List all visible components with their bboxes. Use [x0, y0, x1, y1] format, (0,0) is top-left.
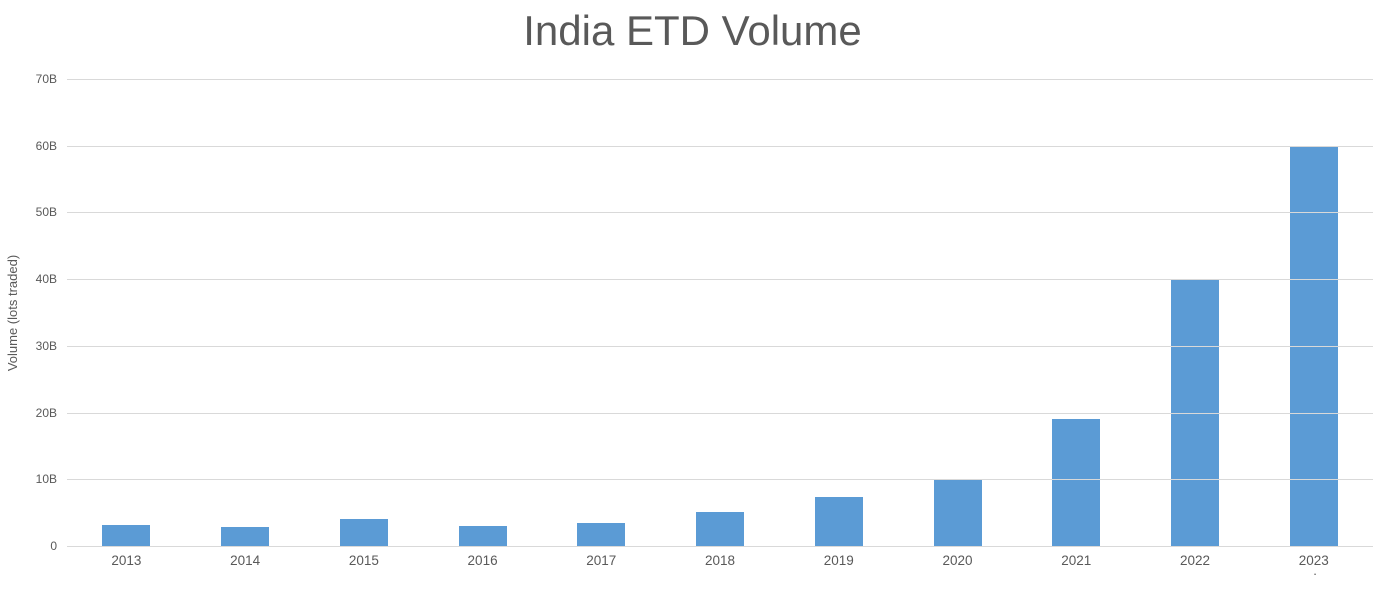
x-tick-label-2013: 2013 [111, 553, 142, 568]
bar-2017 [577, 522, 626, 546]
bar-cell-2017 [542, 79, 661, 546]
bars-row [67, 79, 1373, 546]
chart-title: India ETD Volume [523, 7, 862, 54]
bar-2015 [339, 519, 388, 546]
x-tick-label-2019: 2019 [823, 553, 854, 568]
x-tick-label-2015: 2015 [348, 553, 379, 568]
x-tick-label-2014: 2014 [230, 553, 261, 568]
gridline-40B [67, 279, 1373, 280]
bar-cell-2013 [67, 79, 186, 546]
gridline-70B [67, 79, 1373, 80]
gridline-60B [67, 146, 1373, 147]
bar-cell-2018 [661, 79, 780, 546]
bar-2014 [221, 526, 270, 546]
bar-2016 [458, 526, 507, 546]
y-tick-label-40B: 40B [35, 272, 57, 286]
gridline-50B [67, 212, 1373, 213]
bar-cell-2016 [423, 79, 542, 546]
bar-2018 [696, 511, 745, 546]
bar-2013 [102, 524, 151, 546]
bar-cell-2014 [186, 79, 305, 546]
bar-cell-2022 [1136, 79, 1255, 546]
x-tick-label-2020: 2020 [942, 553, 973, 568]
y-tick-label-10B: 10B [35, 472, 57, 486]
x-tick-label-2023: 2023 [1298, 553, 1329, 568]
gridline-10B [67, 479, 1373, 480]
bar-cell-2020 [898, 79, 1017, 546]
y-tick-label-50B: 50B [35, 205, 57, 219]
x-axis: 2013 2014 2015 2016 2017 2018 2019 2020 2021 2022… [67, 553, 1373, 569]
footnote-dot: . [1313, 563, 1317, 578]
x-tick-label-2017: 2017 [586, 553, 617, 568]
y-tick-label-0: 0 [50, 539, 57, 553]
bar-cell-2015 [304, 79, 423, 546]
gridline-20B [67, 413, 1373, 414]
bar-2021 [1052, 419, 1101, 546]
x-tick-label-2016: 2016 [467, 553, 498, 568]
y-tick-label-70B: 70B [35, 72, 57, 86]
gridline-30B [67, 346, 1373, 347]
plot-area [67, 79, 1373, 547]
x-tick-label-2021: 2021 [1061, 553, 1092, 568]
bar-2022 [1170, 279, 1219, 546]
gridline-0 [67, 546, 1373, 547]
y-axis-title: Volume (lots traded) [5, 254, 20, 372]
bar-cell-2021 [1017, 79, 1136, 546]
bar-cell-2019 [779, 79, 898, 546]
y-tick-label-30B: 30B [35, 339, 57, 353]
x-tick-label-2018: 2018 [705, 553, 736, 568]
y-tick-label-20B: 20B [35, 406, 57, 420]
bar-2020 [933, 479, 982, 546]
x-tick-label-2022: 2022 [1179, 553, 1210, 568]
y-tick-label-60B: 60B [35, 139, 57, 153]
bar-2019 [814, 496, 863, 546]
bar-cell-2023 [1254, 79, 1373, 546]
